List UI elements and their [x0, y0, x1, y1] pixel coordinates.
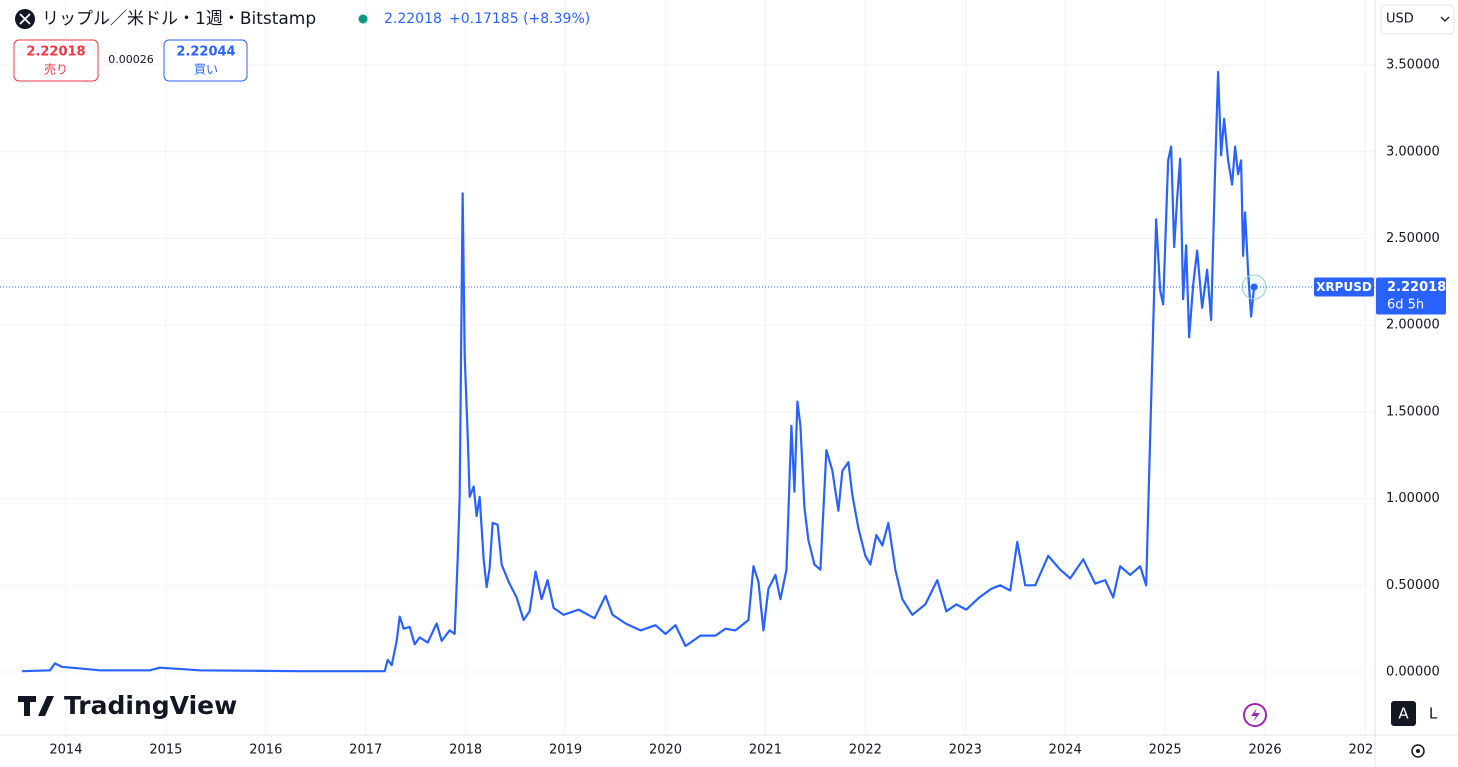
x-tick-label: 2023 [949, 743, 982, 758]
y-tick-label: 0.00000 [1386, 665, 1440, 680]
symbol-icon-mark [19, 13, 31, 25]
buy-button[interactable] [163, 39, 248, 82]
price-tag [1376, 277, 1446, 315]
settings-button[interactable] [1411, 744, 1425, 758]
y-tick-label: 3.00000 [1386, 144, 1440, 159]
currency-label: USD [1386, 12, 1414, 27]
y-tick-label: 2.50000 [1386, 231, 1440, 246]
x-tick-label: 2019 [549, 743, 582, 758]
x-tick-label: 2021 [749, 743, 782, 758]
x-tick-label: 2017 [349, 743, 382, 758]
price-line [21, 70, 1256, 673]
settings-icon [1416, 749, 1420, 753]
sell-button[interactable] [13, 39, 99, 82]
y-axis: 0.00000 0.50000 1.00000 1.50000 2.00000 2.500… [1386, 58, 1440, 680]
x-tick-label: 2026 [1249, 743, 1282, 758]
x-tick-label: 2024 [1049, 743, 1082, 758]
symbol-title[interactable]: リップル／米ドル・1週・Bitstamp [42, 9, 316, 29]
logo-mark [18, 696, 54, 716]
buy-price: 2.22044 [176, 45, 235, 60]
y-tick-label: 1.00000 [1386, 491, 1440, 506]
symbol-tag-label: XRPUSD [1316, 280, 1372, 294]
y-tick-label: 0.50000 [1386, 578, 1440, 593]
lightning-icon [1251, 708, 1260, 722]
grid [0, 0, 1375, 735]
buy-label: 買い [194, 63, 218, 77]
auto-button[interactable] [1391, 701, 1416, 726]
x-tick-label: 2025 [1149, 743, 1182, 758]
x-tick-label: 2027 [1348, 743, 1381, 758]
y-tick-label: 1.50000 [1386, 404, 1440, 419]
x-tick-label: 2022 [849, 743, 882, 758]
x-tick-label: 2020 [649, 743, 682, 758]
x-tick-label: 2014 [49, 743, 82, 758]
logo-text: TradingView [64, 691, 237, 720]
market-status [358, 14, 368, 24]
auto-label: A [1398, 705, 1409, 723]
x-tick-label: 2015 [149, 743, 182, 758]
price-change: +0.17185 (+8.39%) [449, 11, 590, 27]
log-label[interactable]: L [1429, 705, 1438, 723]
price-tag-label: 2.22018 [1387, 280, 1446, 295]
currency-select[interactable] [1380, 4, 1455, 35]
symbol-tag [1314, 277, 1374, 297]
x-axis: 2014 2015 2016 2017 2018 2019 2020 2021 2022 2023… [49, 743, 1381, 758]
x-tick-label: 2016 [249, 743, 282, 758]
spread: 0.00026 [108, 53, 154, 66]
countdown: 6d 5h [1387, 297, 1424, 312]
y-tick-label: 3.50000 [1386, 58, 1440, 73]
sell-price: 2.22018 [26, 45, 85, 60]
last-price: 2.22018 [384, 11, 442, 27]
chevron [1440, 16, 1450, 22]
x-tick-label: 2018 [449, 743, 482, 758]
plot [0, 70, 1375, 673]
sell-label: 売り [44, 62, 68, 77]
y-tick-label: 2.00000 [1386, 318, 1440, 333]
